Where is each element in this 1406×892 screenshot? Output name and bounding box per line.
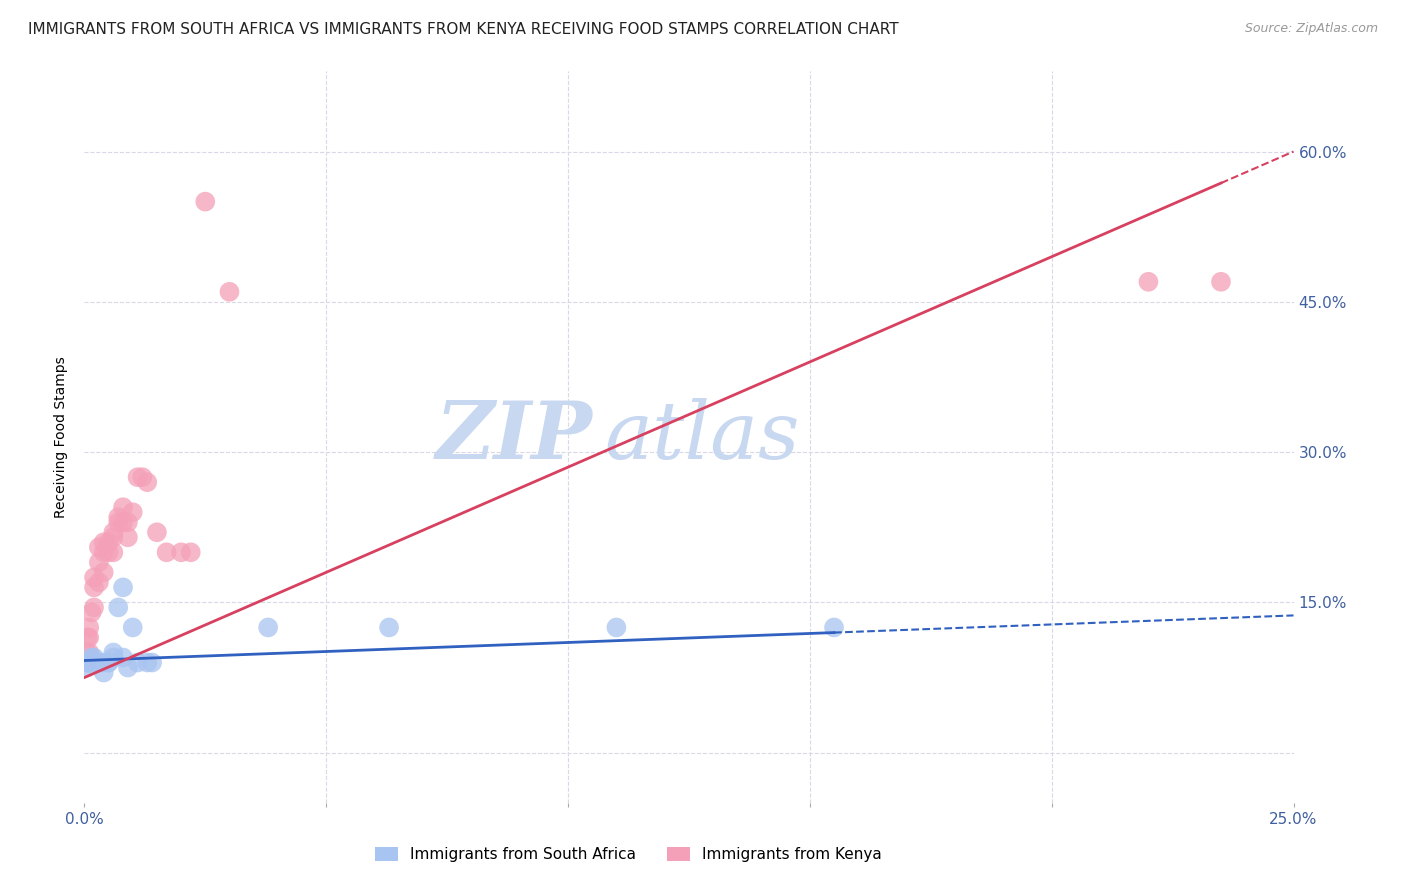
Point [87,541,110,555]
Point [97,656,120,670]
Point [77,656,100,670]
Point [76,631,98,645]
Point [127,656,149,670]
Point [155,545,177,559]
Point [170,545,193,559]
Point [93,656,115,670]
Point [93,545,115,559]
Text: atlas: atlas [605,399,800,475]
Point [93,566,115,580]
Point [103,525,125,540]
Point [107,515,129,529]
Text: Source: ZipAtlas.com: Source: ZipAtlas.com [1244,22,1378,36]
Point [117,660,139,674]
Point [117,530,139,544]
Point [378,620,401,634]
Point [605,620,627,634]
Point [257,620,280,634]
Legend: Immigrants from South Africa, Immigrants from Kenya: Immigrants from South Africa, Immigrants… [370,841,887,868]
Text: ZIP: ZIP [436,399,592,475]
Point [107,510,129,524]
Point [83,570,105,584]
Point [77,631,100,645]
Point [112,580,135,594]
Point [121,505,143,519]
Point [103,530,125,544]
Point [103,650,125,665]
Point [77,656,100,670]
Point [141,656,163,670]
Point [97,535,120,549]
Point [97,545,120,559]
Point [76,646,98,660]
Point [83,656,105,670]
Point [77,620,100,634]
Point [87,656,110,670]
Point [112,500,135,515]
Point [80,650,103,665]
Point [103,545,125,559]
Point [76,656,98,670]
Point [93,535,115,549]
Y-axis label: Receiving Food Stamps: Receiving Food Stamps [55,356,69,518]
Point [80,606,103,620]
Point [1137,275,1160,289]
Point [93,665,115,680]
Point [83,650,105,665]
Point [1209,275,1232,289]
Point [136,475,159,490]
Point [77,656,100,670]
Point [131,470,153,484]
Point [146,525,169,540]
Point [121,620,143,634]
Point [112,515,135,529]
Point [127,470,149,484]
Point [77,656,100,670]
Point [87,555,110,569]
Point [107,600,129,615]
Point [136,656,159,670]
Point [823,620,845,634]
Point [112,650,135,665]
Point [83,580,105,594]
Point [87,575,110,590]
Text: IMMIGRANTS FROM SOUTH AFRICA VS IMMIGRANTS FROM KENYA RECEIVING FOOD STAMPS CORR: IMMIGRANTS FROM SOUTH AFRICA VS IMMIGRAN… [28,22,898,37]
Point [77,656,100,670]
Point [117,515,139,529]
Point [76,660,98,674]
Point [97,656,120,670]
Point [218,285,240,299]
Point [83,600,105,615]
Point [77,646,100,660]
Point [103,646,125,660]
Point [180,545,202,559]
Point [194,194,217,209]
